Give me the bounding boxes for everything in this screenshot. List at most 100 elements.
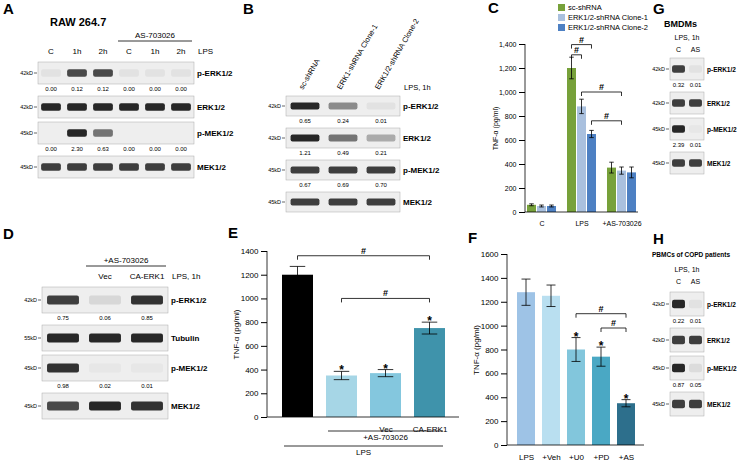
svg-text:1,400: 1,400: [499, 41, 517, 48]
svg-text:0.70: 0.70: [375, 182, 387, 188]
svg-text:#: #: [604, 111, 609, 121]
svg-text:0: 0: [494, 441, 499, 450]
svg-text:p-MEK1/2: p-MEK1/2: [197, 129, 234, 138]
svg-text:CA-ERK1: CA-ERK1: [413, 425, 448, 434]
svg-text:ERK1/2: ERK1/2: [403, 134, 432, 143]
svg-text:Tubulin: Tubulin: [171, 334, 199, 343]
svg-text:45kD: 45kD: [268, 167, 281, 173]
svg-text:C: C: [126, 47, 132, 56]
svg-text:0.01: 0.01: [690, 318, 702, 324]
svg-text:TNF-α (pg/ml): TNF-α (pg/ml): [232, 309, 241, 359]
svg-text:*: *: [599, 339, 604, 353]
svg-text:0.00: 0.00: [123, 146, 135, 152]
svg-text:0.06: 0.06: [99, 315, 111, 321]
svg-text:1400: 1400: [241, 247, 259, 256]
svg-text:42kD: 42kD: [20, 104, 33, 110]
svg-text:Vec: Vec: [98, 272, 111, 281]
svg-text:0.98: 0.98: [57, 383, 69, 389]
svg-text:A: A: [3, 0, 14, 17]
svg-text:p-ERK1/2: p-ERK1/2: [197, 69, 233, 78]
svg-text:p-ERK1/2: p-ERK1/2: [403, 102, 439, 111]
svg-text:400: 400: [485, 393, 499, 402]
svg-text:LPS: LPS: [575, 220, 589, 227]
svg-text:1h: 1h: [73, 47, 82, 56]
svg-text:0.67: 0.67: [299, 182, 311, 188]
svg-text:1200: 1200: [481, 298, 499, 307]
svg-text:C: C: [539, 220, 544, 227]
svg-text:0.00: 0.00: [45, 86, 57, 92]
svg-text:#: #: [383, 288, 388, 298]
svg-text:45kD: 45kD: [652, 365, 665, 371]
svg-text:C: C: [676, 278, 681, 285]
svg-text:42kD: 42kD: [268, 103, 281, 109]
svg-text:*: *: [339, 363, 344, 377]
svg-text:0.00: 0.00: [149, 86, 161, 92]
svg-text:1000: 1000: [241, 294, 259, 303]
svg-text:0.63: 0.63: [97, 146, 109, 152]
svg-text:MEK1/2: MEK1/2: [171, 402, 200, 411]
svg-text:p-ERK1/2: p-ERK1/2: [171, 296, 207, 305]
svg-text:*: *: [427, 314, 432, 328]
svg-text:1.21: 1.21: [299, 150, 311, 156]
svg-text:H: H: [653, 230, 664, 247]
svg-text:C: C: [48, 47, 54, 56]
svg-text:AS-703026: AS-703026: [135, 31, 176, 40]
svg-text:LPS, 1h: LPS, 1h: [675, 266, 700, 273]
svg-text:42kD: 42kD: [652, 66, 665, 72]
svg-text:sc-shRNA: sc-shRNA: [297, 57, 322, 91]
svg-text:*: *: [574, 330, 579, 344]
svg-text:0.85: 0.85: [141, 315, 153, 321]
svg-text:+U0: +U0: [569, 453, 584, 462]
svg-text:LPS, 1h: LPS, 1h: [675, 34, 700, 41]
svg-text:p-ERK1/2: p-ERK1/2: [707, 301, 736, 309]
svg-text:2h: 2h: [99, 47, 108, 56]
svg-text:600: 600: [245, 342, 259, 351]
svg-text:#: #: [579, 35, 584, 45]
svg-text:0.65: 0.65: [299, 118, 311, 124]
svg-text:PBMCs of COPD patients: PBMCs of COPD patients: [652, 251, 730, 259]
svg-text:400: 400: [505, 161, 517, 168]
svg-text:2.30: 2.30: [71, 146, 83, 152]
svg-text:MEK1/2: MEK1/2: [403, 198, 432, 207]
svg-text:0.75: 0.75: [57, 315, 69, 321]
svg-text:ERK1-shRNA Clone-1: ERK1-shRNA Clone-1: [335, 23, 380, 91]
svg-text:45kD: 45kD: [652, 401, 665, 407]
svg-text:0.00: 0.00: [149, 146, 161, 152]
svg-text:55kD: 55kD: [24, 335, 37, 341]
svg-text:800: 800: [485, 346, 499, 355]
svg-text:42kD: 42kD: [652, 337, 665, 343]
svg-text:*: *: [383, 362, 388, 376]
svg-text:1000: 1000: [481, 322, 499, 331]
svg-text:0.49: 0.49: [337, 150, 349, 156]
svg-text:#: #: [361, 246, 366, 256]
svg-text:1200: 1200: [241, 271, 259, 280]
svg-text:LPS, 1h: LPS, 1h: [404, 83, 431, 92]
svg-text:B: B: [243, 0, 254, 17]
svg-text:p-MEK1/2: p-MEK1/2: [707, 126, 737, 134]
svg-text:TNF-α (pg/ml): TNF-α (pg/ml): [472, 325, 481, 375]
svg-text:200: 200: [245, 389, 259, 398]
svg-text:RAW 264.7: RAW 264.7: [50, 16, 106, 28]
svg-text:LPS, 1h: LPS, 1h: [172, 272, 200, 281]
svg-text:D: D: [3, 225, 14, 242]
svg-text:ERK1/2: ERK1/2: [707, 337, 730, 344]
svg-text:42kD: 42kD: [652, 301, 665, 307]
svg-text:LPS: LPS: [519, 453, 534, 462]
svg-text:0.21: 0.21: [375, 150, 387, 156]
svg-text:#: #: [611, 318, 616, 328]
svg-text:+AS: +AS: [619, 453, 634, 462]
svg-text:600: 600: [485, 369, 499, 378]
svg-text:AS: AS: [691, 278, 701, 285]
svg-text:MEK1/2: MEK1/2: [197, 163, 226, 172]
svg-text:0.69: 0.69: [337, 182, 349, 188]
svg-text:200: 200: [505, 185, 517, 192]
svg-text:42kD: 42kD: [268, 135, 281, 141]
svg-text:42kD: 42kD: [24, 297, 37, 303]
svg-text:0.01: 0.01: [141, 383, 153, 389]
svg-text:0.01: 0.01: [375, 118, 387, 124]
svg-text:#: #: [574, 45, 579, 55]
svg-text:ERK1/2-shRNA Clone-2: ERK1/2-shRNA Clone-2: [373, 17, 421, 91]
svg-text:800: 800: [505, 113, 517, 120]
svg-text:MEK1/2: MEK1/2: [707, 401, 731, 408]
svg-text:+AS-703026: +AS-703026: [363, 433, 408, 442]
